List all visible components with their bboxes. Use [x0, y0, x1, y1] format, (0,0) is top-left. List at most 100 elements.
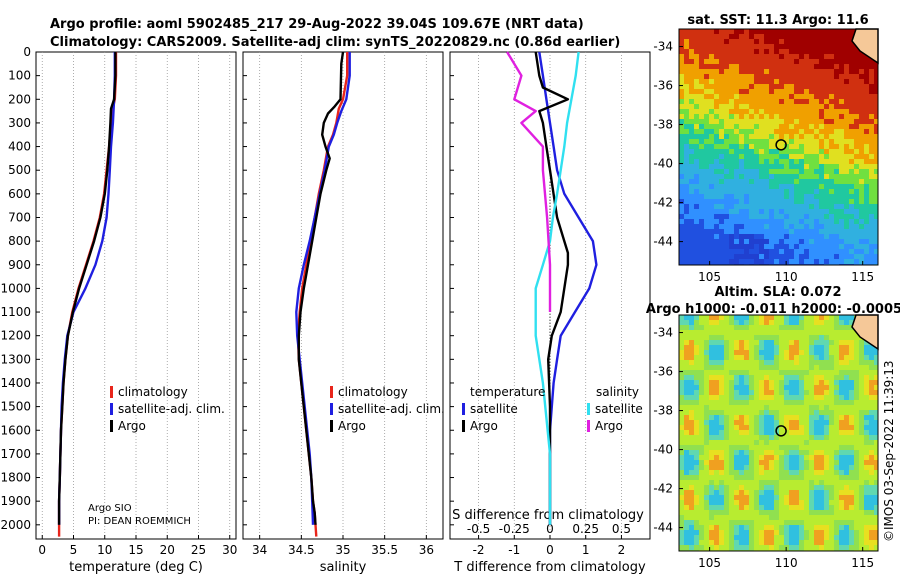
- credit-pi: PI: DEAN ROEMMICH: [88, 516, 191, 527]
- map-field: [679, 315, 878, 551]
- legend-swatch-satellite: [110, 403, 113, 415]
- x-tick-label: 10: [97, 543, 112, 557]
- map-x-tick-label: 105: [698, 270, 721, 284]
- map-y-tick-label: -34: [653, 40, 673, 54]
- x-tick-label: 36: [419, 543, 434, 557]
- x-tick-label: 25: [191, 543, 206, 557]
- x-tick-label: 34: [252, 543, 267, 557]
- legend2-satellite: satellite-adj. clim.: [338, 402, 445, 416]
- legend3-s-satellite: satellite: [595, 402, 643, 416]
- legend3-t-satellite: satellite: [470, 402, 518, 416]
- secondary-x-tick-label: -0.5: [467, 522, 490, 536]
- x-axis-label: temperature (deg C): [69, 560, 203, 575]
- legend3-s-header: salinity: [596, 385, 639, 399]
- series-line-temperature-satellite: [538, 51, 598, 525]
- argo-position-marker: [775, 139, 787, 151]
- legend3-swatch-t-satellite: [462, 403, 465, 415]
- y-tick-label: 800: [8, 234, 31, 248]
- legend3-swatch-s-argo: [587, 420, 590, 432]
- y-tick-label: 1200: [0, 329, 31, 343]
- salinity-panel: 34 34.5 35 35.5 36 salinity: [242, 51, 444, 575]
- imos-watermark: ©IMOS 03-Sep-2022 11:39:13: [882, 360, 896, 542]
- map-y-tick-label: -44: [653, 521, 673, 535]
- legend3-swatch-t-argo: [462, 420, 465, 432]
- difference-legend: temperature satellite Argo salinity sate…: [462, 385, 643, 433]
- y-tick-label: 1900: [0, 494, 31, 508]
- map-y-tick-label: -36: [653, 365, 673, 379]
- series-line-argo: [57, 52, 117, 525]
- map-y-tick-label: -36: [653, 79, 673, 93]
- map-y-tick-label: -40: [653, 157, 673, 171]
- map-x-tick-label: 115: [851, 270, 874, 284]
- map-x-tick-label: 105: [698, 556, 721, 570]
- salinity-legend: climatology satellite-adj. clim. Argo: [330, 385, 445, 433]
- argo-position-marker: [775, 425, 787, 437]
- legend3-t-argo: Argo: [470, 419, 498, 433]
- map-x-tick-label: 115: [851, 556, 874, 570]
- map-y-tick-label: -42: [653, 482, 673, 496]
- legend2-swatch-climatology: [330, 386, 333, 398]
- series-line-salinity-satellite: [534, 51, 580, 525]
- series-line-temperature-argo: [534, 51, 570, 525]
- x-tick-label: 20: [160, 543, 175, 557]
- series-line-salinity-argo: [506, 51, 552, 312]
- depth-axis: 0 100 200 300 400 500 600 700 800 900 1000 1100 1200…: [0, 45, 31, 532]
- x-tick-label: 5: [70, 543, 78, 557]
- y-tick-label: 700: [8, 210, 31, 224]
- y-tick-label: 100: [8, 69, 31, 83]
- legend-climatology: climatology: [118, 385, 188, 399]
- sla-map-title-1: Altim. SLA: 0.072: [715, 285, 842, 300]
- x-tick-label: 35.5: [371, 543, 398, 557]
- sst-map: 105 110 115 -34 -36 -38 -40 -42 -44: [653, 28, 879, 284]
- y-tick-label: 1300: [0, 352, 31, 366]
- secondary-x-tick-label: 0.25: [572, 522, 599, 536]
- y-tick-label: 0: [23, 45, 31, 59]
- legend3-swatch-s-satellite: [587, 403, 590, 415]
- legend2-climatology: climatology: [338, 385, 408, 399]
- x-tick-label: 0: [38, 543, 46, 557]
- y-tick-label: 1000: [0, 281, 31, 295]
- legend-swatch-climatology: [110, 386, 113, 398]
- legend-satellite: satellite-adj. clim.: [118, 402, 225, 416]
- legend-argo: Argo: [118, 419, 146, 433]
- temperature-panel: 0 5 10 15 20 25 30 temperature (deg C): [35, 51, 237, 575]
- legend3-t-header: temperature: [470, 385, 545, 399]
- secondary-x-tick-label: -0.25: [499, 522, 530, 536]
- y-tick-label: 1700: [0, 447, 31, 461]
- credit-float: Argo SIO: [88, 503, 132, 514]
- legend3-s-argo: Argo: [595, 419, 623, 433]
- x-axis-label: salinity: [320, 560, 367, 575]
- y-tick-label: 1600: [0, 423, 31, 437]
- map-x-tick-label: 110: [775, 556, 798, 570]
- map-y-tick-label: -42: [653, 196, 673, 210]
- y-tick-label: 500: [8, 163, 31, 177]
- legend2-swatch-satellite: [330, 403, 333, 415]
- difference-panel: -2 -1 0 1 2 T difference from climatology S di…: [449, 51, 651, 575]
- legend-swatch-argo: [110, 420, 113, 432]
- x-tick-label: 35: [335, 543, 350, 557]
- x-axis-label: T difference from climatology: [453, 560, 646, 575]
- map-y-tick-label: -40: [653, 443, 673, 457]
- map-frame: [678, 28, 879, 266]
- title-line-1: Argo profile: aoml 5902485_217 29-Aug-20…: [50, 17, 584, 32]
- x-tick-label: 30: [222, 543, 237, 557]
- y-tick-label: 1800: [0, 471, 31, 485]
- y-tick-label: 900: [8, 258, 31, 272]
- map-x-tick-label: 110: [775, 270, 798, 284]
- y-tick-label: 1400: [0, 376, 31, 390]
- secondary-x-axis-label: S difference from climatology: [452, 508, 644, 523]
- legend2-swatch-argo: [330, 420, 333, 432]
- map-y-tick-label: -44: [653, 235, 673, 249]
- sst-map-title: sat. SST: 11.3 Argo: 11.6: [687, 13, 868, 28]
- x-tick-label: 1: [582, 543, 590, 557]
- x-tick-label: -2: [473, 543, 485, 557]
- x-tick-label: 2: [618, 543, 626, 557]
- x-tick-label: 15: [128, 543, 143, 557]
- map-field: [679, 29, 878, 265]
- y-tick-label: 1500: [0, 400, 31, 414]
- x-tick-label: 0: [546, 543, 554, 557]
- sla-map-title-2: Argo h1000: -0.011 h2000: -0.0005: [646, 302, 900, 317]
- map-y-tick-label: -38: [653, 404, 673, 418]
- y-tick-label: 2000: [0, 518, 31, 532]
